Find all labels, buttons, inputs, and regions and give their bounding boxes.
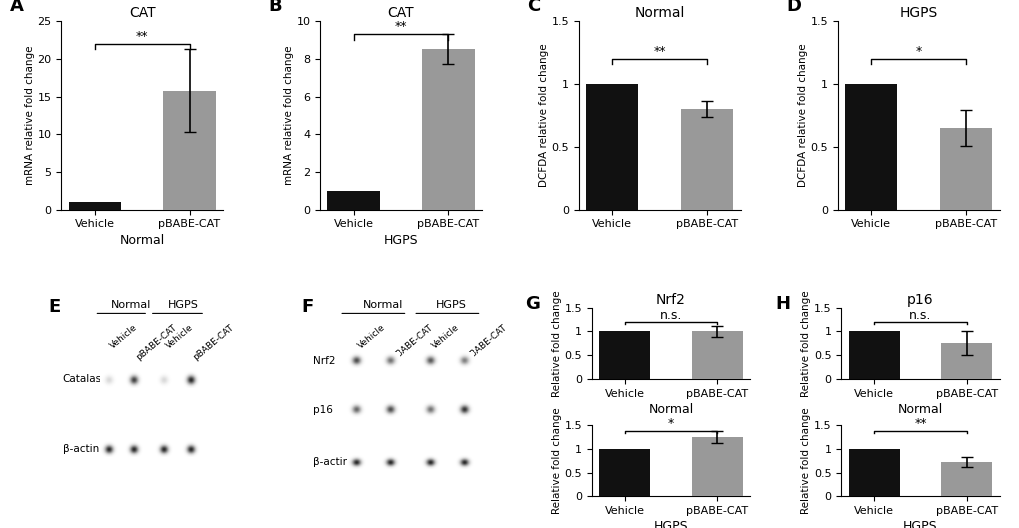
X-axis label: HGPS: HGPS [383, 233, 418, 247]
Bar [327, 191, 379, 210]
Y-axis label: Relative fold change: Relative fold change [801, 408, 810, 514]
Text: β-actin: β-actin [63, 444, 99, 454]
Text: Vehicle: Vehicle [109, 323, 140, 351]
Text: G: G [525, 295, 540, 313]
Text: Normal: Normal [110, 299, 151, 309]
Bar [941, 343, 991, 379]
Title: HGPS: HGPS [899, 6, 936, 20]
Bar [586, 84, 638, 210]
Title: p16: p16 [906, 293, 933, 307]
Text: A: A [9, 0, 23, 15]
Text: *: * [915, 45, 921, 58]
Text: Vehicle: Vehicle [430, 323, 461, 351]
Text: **: ** [653, 45, 665, 58]
Text: Vehicle: Vehicle [164, 323, 195, 351]
Text: Normal: Normal [363, 299, 403, 309]
Text: *: * [667, 418, 674, 430]
X-axis label: HGPS: HGPS [653, 520, 688, 528]
Title: Nrf2: Nrf2 [655, 293, 685, 307]
Text: B: B [268, 0, 281, 15]
Y-axis label: mRNA relative fold change: mRNA relative fold change [283, 45, 293, 185]
Text: Nrf2: Nrf2 [312, 355, 335, 365]
Text: Catalase: Catalase [63, 374, 108, 384]
Text: HGPS: HGPS [167, 299, 199, 309]
Text: n.s.: n.s. [659, 308, 682, 322]
Y-axis label: mRNA relative fold change: mRNA relative fold change [24, 45, 35, 185]
Text: pBABE-CAT: pBABE-CAT [133, 323, 178, 362]
Y-axis label: Relative fold change: Relative fold change [551, 290, 561, 397]
Bar [68, 202, 120, 210]
Text: HGPS: HGPS [435, 299, 466, 309]
Title: Normal: Normal [634, 6, 685, 20]
X-axis label: Normal: Normal [648, 403, 693, 416]
Title: CAT: CAT [128, 6, 155, 20]
Bar [848, 332, 899, 379]
Y-axis label: Relative fold change: Relative fold change [801, 290, 810, 397]
Bar [598, 449, 649, 496]
Text: n.s.: n.s. [908, 308, 930, 322]
Bar [848, 449, 899, 496]
Text: β-actin: β-actin [312, 457, 348, 467]
Text: C: C [527, 0, 540, 15]
Text: pBABE-CAT: pBABE-CAT [191, 323, 234, 362]
X-axis label: Normal: Normal [119, 233, 164, 247]
Text: Vehicle: Vehicle [356, 323, 386, 351]
Bar [681, 109, 733, 210]
Text: E: E [49, 298, 61, 316]
Bar [691, 332, 742, 379]
Bar [845, 84, 897, 210]
Bar [941, 462, 991, 496]
Text: **: ** [136, 30, 148, 43]
Title: CAT: CAT [387, 6, 414, 20]
Bar [422, 50, 474, 210]
X-axis label: HGPS: HGPS [902, 520, 936, 528]
Bar [163, 90, 215, 210]
Y-axis label: DCFDA relative fold change: DCFDA relative fold change [538, 44, 548, 187]
Text: D: D [786, 0, 800, 15]
Bar [691, 437, 742, 496]
Text: F: F [301, 298, 313, 316]
Text: H: H [774, 295, 789, 313]
X-axis label: Normal: Normal [897, 403, 943, 416]
Text: p16: p16 [312, 404, 332, 414]
Y-axis label: Relative fold change: Relative fold change [551, 408, 561, 514]
Y-axis label: DCFDA relative fold change: DCFDA relative fold change [797, 44, 807, 187]
Text: **: ** [913, 418, 926, 430]
Bar [940, 128, 991, 210]
Text: pBABE-CAT: pBABE-CAT [390, 323, 434, 362]
Text: pBABE-CAT: pBABE-CAT [464, 323, 508, 362]
Text: **: ** [394, 20, 407, 33]
Bar [598, 332, 649, 379]
